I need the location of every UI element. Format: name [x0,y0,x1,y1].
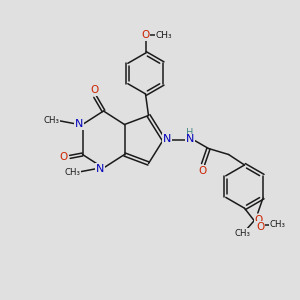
Text: N: N [163,134,171,144]
Text: O: O [90,85,99,95]
Text: N: N [75,119,83,129]
Text: CH₃: CH₃ [270,220,286,229]
Text: O: O [198,166,207,176]
Text: N: N [185,134,194,145]
Text: O: O [141,30,150,40]
Text: O: O [59,152,68,163]
Text: CH₃: CH₃ [64,168,81,177]
Text: H: H [186,128,193,138]
Text: CH₃: CH₃ [156,31,172,40]
Text: CH₃: CH₃ [235,229,251,238]
Text: O: O [254,214,262,225]
Text: N: N [96,164,104,174]
Text: O: O [256,222,265,232]
Text: CH₃: CH₃ [44,116,60,125]
